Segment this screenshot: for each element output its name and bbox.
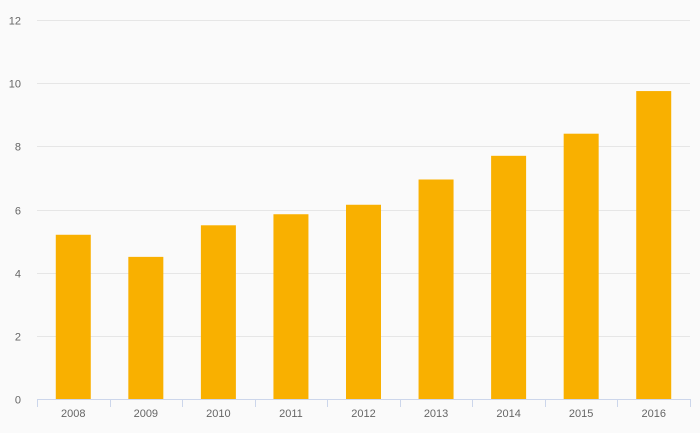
y-axis-tick-labels: 0 2 4 6 8 10 12 bbox=[9, 16, 21, 407]
bar-2010 bbox=[200, 225, 236, 399]
bar-2008 bbox=[55, 234, 91, 399]
x-tick-label: 2013 bbox=[424, 408, 448, 420]
x-axis-tick-labels: 2008 2009 2010 2011 2012 2013 2014 2015 2016 bbox=[61, 408, 666, 420]
bar-2012 bbox=[346, 204, 381, 399]
x-tick-label: 2014 bbox=[496, 408, 520, 420]
y-tick-label: 8 bbox=[15, 142, 21, 154]
x-tick-label: 2008 bbox=[61, 408, 85, 420]
bars bbox=[55, 91, 672, 399]
bar-2015 bbox=[563, 133, 599, 399]
bar-2009 bbox=[128, 256, 164, 399]
x-tick-label: 2016 bbox=[641, 408, 665, 420]
x-tick-label: 2015 bbox=[569, 408, 593, 420]
bar-2014 bbox=[491, 155, 527, 399]
x-tick-label: 2010 bbox=[206, 408, 230, 420]
y-tick-label: 6 bbox=[15, 206, 21, 218]
x-tick-label: 2012 bbox=[351, 408, 375, 420]
y-tick-label: 12 bbox=[9, 16, 21, 28]
x-axis bbox=[37, 399, 691, 407]
y-tick-label: 0 bbox=[15, 395, 21, 407]
bar-2011 bbox=[273, 214, 309, 399]
bar-2013 bbox=[418, 179, 454, 399]
y-tick-label: 4 bbox=[15, 269, 21, 281]
y-tick-label: 2 bbox=[15, 332, 21, 344]
x-tick-label: 2011 bbox=[279, 408, 303, 420]
bar-2016 bbox=[636, 91, 672, 399]
x-tick-label: 2009 bbox=[134, 408, 158, 420]
y-tick-label: 10 bbox=[9, 79, 21, 91]
